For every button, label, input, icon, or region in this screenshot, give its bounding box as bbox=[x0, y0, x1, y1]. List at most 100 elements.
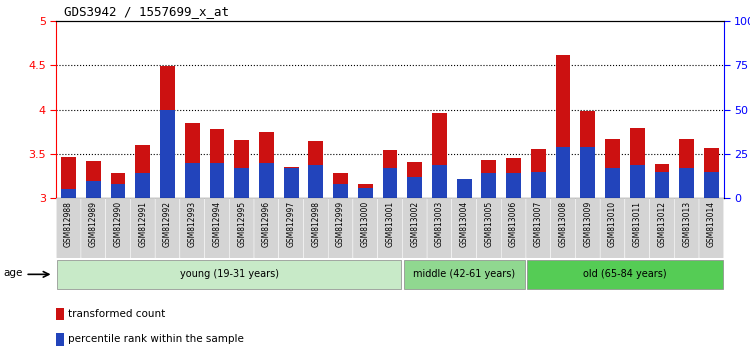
Bar bbox=[457, 185, 472, 198]
Text: GSM812990: GSM812990 bbox=[113, 201, 122, 247]
Bar bbox=[506, 173, 521, 198]
Text: GSM813006: GSM813006 bbox=[509, 201, 518, 247]
Bar bbox=[135, 173, 150, 198]
Bar bbox=[680, 139, 694, 198]
FancyBboxPatch shape bbox=[527, 260, 722, 289]
FancyBboxPatch shape bbox=[625, 198, 650, 258]
Text: GSM813009: GSM813009 bbox=[584, 201, 592, 247]
Bar bbox=[308, 165, 323, 198]
FancyBboxPatch shape bbox=[378, 198, 402, 258]
FancyBboxPatch shape bbox=[328, 198, 353, 258]
Text: GSM812996: GSM812996 bbox=[262, 201, 271, 247]
Bar bbox=[482, 160, 496, 198]
FancyBboxPatch shape bbox=[526, 198, 550, 258]
Bar bbox=[56, 308, 64, 320]
Bar bbox=[506, 158, 521, 198]
Text: GSM812994: GSM812994 bbox=[212, 201, 221, 247]
Bar bbox=[630, 165, 645, 198]
Bar bbox=[333, 184, 348, 198]
Bar bbox=[531, 149, 546, 198]
Bar bbox=[86, 161, 100, 198]
Bar bbox=[605, 168, 620, 198]
Bar bbox=[62, 189, 76, 198]
Text: GSM812989: GSM812989 bbox=[88, 201, 98, 247]
Bar bbox=[259, 132, 274, 198]
Bar bbox=[704, 148, 718, 198]
FancyBboxPatch shape bbox=[600, 198, 625, 258]
FancyBboxPatch shape bbox=[699, 198, 724, 258]
Text: GSM812991: GSM812991 bbox=[138, 201, 147, 247]
FancyBboxPatch shape bbox=[81, 198, 106, 258]
FancyBboxPatch shape bbox=[304, 198, 328, 258]
Bar bbox=[680, 168, 694, 198]
Bar bbox=[209, 163, 224, 198]
Bar bbox=[62, 156, 76, 198]
Bar bbox=[86, 181, 100, 198]
Bar bbox=[234, 168, 249, 198]
Text: GSM812995: GSM812995 bbox=[237, 201, 246, 247]
FancyBboxPatch shape bbox=[106, 198, 130, 258]
Bar bbox=[556, 55, 571, 198]
Bar bbox=[382, 168, 398, 198]
Bar bbox=[209, 129, 224, 198]
FancyBboxPatch shape bbox=[353, 198, 378, 258]
Text: GSM813007: GSM813007 bbox=[534, 201, 543, 247]
Bar bbox=[184, 163, 200, 198]
Bar bbox=[56, 333, 64, 346]
Text: GDS3942 / 1557699_x_at: GDS3942 / 1557699_x_at bbox=[64, 5, 229, 18]
Bar bbox=[580, 147, 596, 198]
FancyBboxPatch shape bbox=[205, 198, 230, 258]
Bar bbox=[457, 179, 472, 198]
Bar bbox=[259, 163, 274, 198]
Bar bbox=[432, 165, 447, 198]
Text: GSM813011: GSM813011 bbox=[633, 201, 642, 247]
Text: age: age bbox=[4, 268, 23, 278]
Bar bbox=[655, 164, 669, 198]
Text: GSM812999: GSM812999 bbox=[336, 201, 345, 247]
Bar bbox=[160, 67, 175, 198]
Bar bbox=[531, 172, 546, 198]
Text: middle (42-61 years): middle (42-61 years) bbox=[413, 269, 515, 279]
Bar bbox=[482, 173, 496, 198]
Text: GSM813002: GSM813002 bbox=[410, 201, 419, 247]
Bar bbox=[234, 140, 249, 198]
FancyBboxPatch shape bbox=[575, 198, 600, 258]
Bar bbox=[630, 128, 645, 198]
FancyBboxPatch shape bbox=[650, 198, 674, 258]
FancyBboxPatch shape bbox=[180, 198, 205, 258]
Text: GSM813004: GSM813004 bbox=[460, 201, 469, 247]
Text: GSM813010: GSM813010 bbox=[608, 201, 617, 247]
Text: GSM812998: GSM812998 bbox=[311, 201, 320, 247]
FancyBboxPatch shape bbox=[550, 198, 575, 258]
Text: GSM812992: GSM812992 bbox=[163, 201, 172, 247]
Bar bbox=[605, 139, 620, 198]
FancyBboxPatch shape bbox=[427, 198, 451, 258]
FancyBboxPatch shape bbox=[402, 198, 427, 258]
FancyBboxPatch shape bbox=[404, 260, 525, 289]
Bar bbox=[580, 110, 596, 198]
Text: GSM813014: GSM813014 bbox=[707, 201, 716, 247]
FancyBboxPatch shape bbox=[130, 198, 155, 258]
Text: GSM813001: GSM813001 bbox=[386, 201, 394, 247]
Bar bbox=[284, 168, 298, 198]
Bar bbox=[135, 145, 150, 198]
Text: young (19-31 years): young (19-31 years) bbox=[180, 269, 279, 279]
Bar bbox=[333, 173, 348, 198]
Bar bbox=[284, 167, 298, 198]
Text: GSM813005: GSM813005 bbox=[484, 201, 494, 247]
Text: old (65-84 years): old (65-84 years) bbox=[583, 269, 667, 279]
FancyBboxPatch shape bbox=[476, 198, 501, 258]
Bar bbox=[382, 150, 398, 198]
Bar bbox=[308, 141, 323, 198]
FancyBboxPatch shape bbox=[279, 198, 304, 258]
FancyBboxPatch shape bbox=[674, 198, 699, 258]
Bar bbox=[556, 147, 571, 198]
Bar bbox=[432, 113, 447, 198]
Text: GSM813012: GSM813012 bbox=[658, 201, 667, 247]
Text: transformed count: transformed count bbox=[68, 309, 165, 319]
Text: GSM812993: GSM812993 bbox=[188, 201, 196, 247]
FancyBboxPatch shape bbox=[230, 198, 254, 258]
FancyBboxPatch shape bbox=[501, 198, 526, 258]
Text: GSM813013: GSM813013 bbox=[682, 201, 692, 247]
FancyBboxPatch shape bbox=[254, 198, 279, 258]
